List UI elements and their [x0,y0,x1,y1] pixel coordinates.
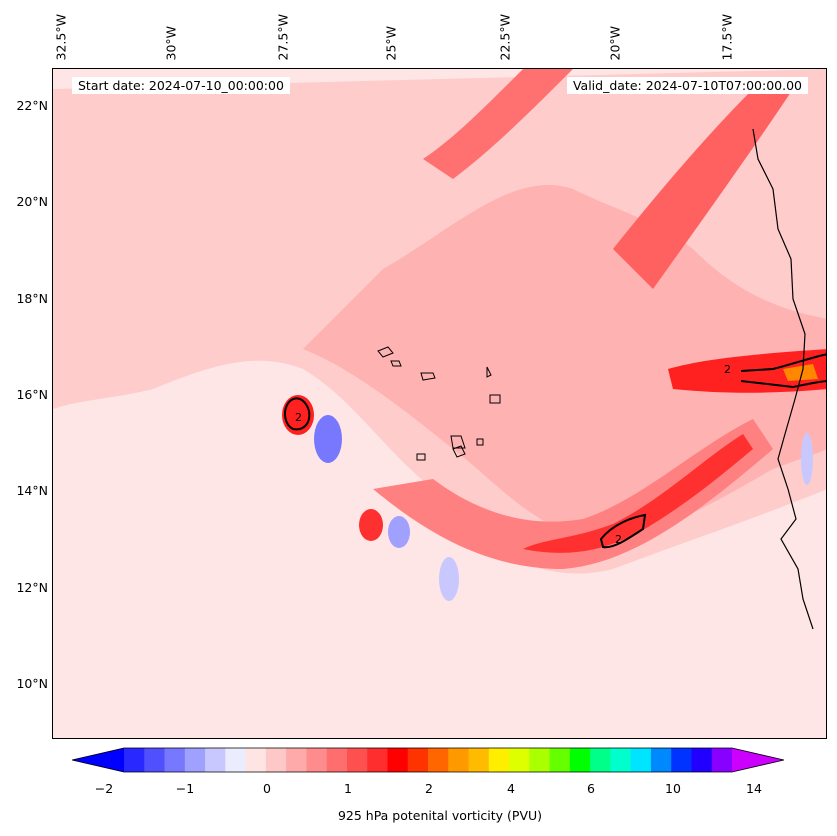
lon-label: 22.5°W [497,14,513,61]
colorbar-segment [124,748,145,772]
lat-label: 16°N [16,387,48,402]
colorbar-segment [245,748,267,772]
colorbar-segment [407,748,429,772]
colorbar-segment [144,748,166,772]
contour-label-west: 2 [295,411,302,424]
pv-streak-north [423,69,573,179]
colorbar-segment [306,748,328,772]
colorbar-tick: 14 [746,781,762,796]
colorbar-segment [164,748,186,772]
lat-label: 14°N [16,483,48,498]
pv-max-center [359,509,383,541]
colorbar-tick: 6 [587,781,595,796]
colorbar-tick: 1 [344,781,352,796]
colorbar-segment [569,748,591,772]
pv-region-medium [303,185,826,539]
colorbar-tick: 2 [425,781,433,796]
map-panel: 2 2 2 [52,68,827,739]
pv-band-main [373,419,773,569]
lon-label: 32.5°W [53,14,69,61]
colorbar-outline [71,747,785,773]
lat-label: 12°N [16,580,48,595]
pv-min-west [314,415,342,463]
pv-coast-core [783,364,818,381]
colorbar-title: 925 hPa potenital vorticity (PVU) [337,808,543,823]
colorbar-segment [286,748,307,772]
lon-label: 30°W [163,25,179,61]
lon-label: 27.5°W [275,14,291,61]
colorbar-arrow-left [72,748,124,772]
colorbar-segment [711,748,733,772]
pv-contour-south [599,513,647,549]
colorbar-tick: 0 [263,781,271,796]
colorbar-tick: 10 [665,781,681,796]
pv-band-core [523,434,753,553]
colorbar-tick: 4 [507,781,515,796]
contour-label-coast: 2 [724,363,731,376]
colorbar-segment [509,748,530,772]
colorbar-segment [326,748,348,772]
colorbar-segment [630,748,652,772]
lat-label: 18°N [16,291,48,306]
colorbar-segment [448,748,470,772]
colorbar-segment [265,748,287,772]
lon-label: 25°W [383,25,399,61]
colorbar [71,747,785,773]
pv-contour-west [284,397,311,431]
start-date-label: Start date: 2024-07-10_00:00:00 [72,77,290,94]
colorbar-segment [428,748,449,772]
colorbar-tick: −2 [94,781,114,796]
colorbar-segment [184,748,206,772]
coastline-africa [752,128,814,630]
lon-label: 20°W [607,25,623,61]
pv-contour-coast [740,353,826,389]
colorbar-segment [205,748,226,772]
colorbar-segment [590,748,611,772]
colorbar-tick: −1 [175,781,195,796]
colorbar-segment [367,748,388,772]
colorbar-segment [468,748,490,772]
colorbar-segment [691,748,713,772]
colorbar-segment [549,748,571,772]
lat-label: 10°N [16,676,48,691]
potential-vorticity-field [53,69,826,738]
colorbar-segment [488,748,510,772]
lon-label: 17.5°W [719,14,735,61]
colorbar-segment [671,748,692,772]
colorbar-segment [610,748,632,772]
colorbar-segment [225,748,247,772]
pv-streak-northeast [613,89,793,289]
lat-label: 22°N [16,98,48,113]
colorbar-segment [387,748,409,772]
valid-date-label: Valid_date: 2024-07-10T07:00:00.00 [566,77,808,94]
contour-label-south: 2 [615,533,622,546]
pv-min-east [801,433,813,485]
colorbar-segment [650,748,672,772]
lat-label: 20°N [16,194,48,209]
colorbar-segment [346,748,368,772]
pv-min-south [439,557,459,601]
colorbar-arrow-right [732,748,784,772]
island-group [377,346,501,461]
colorbar-segment [529,748,551,772]
pv-min-center [388,516,410,548]
